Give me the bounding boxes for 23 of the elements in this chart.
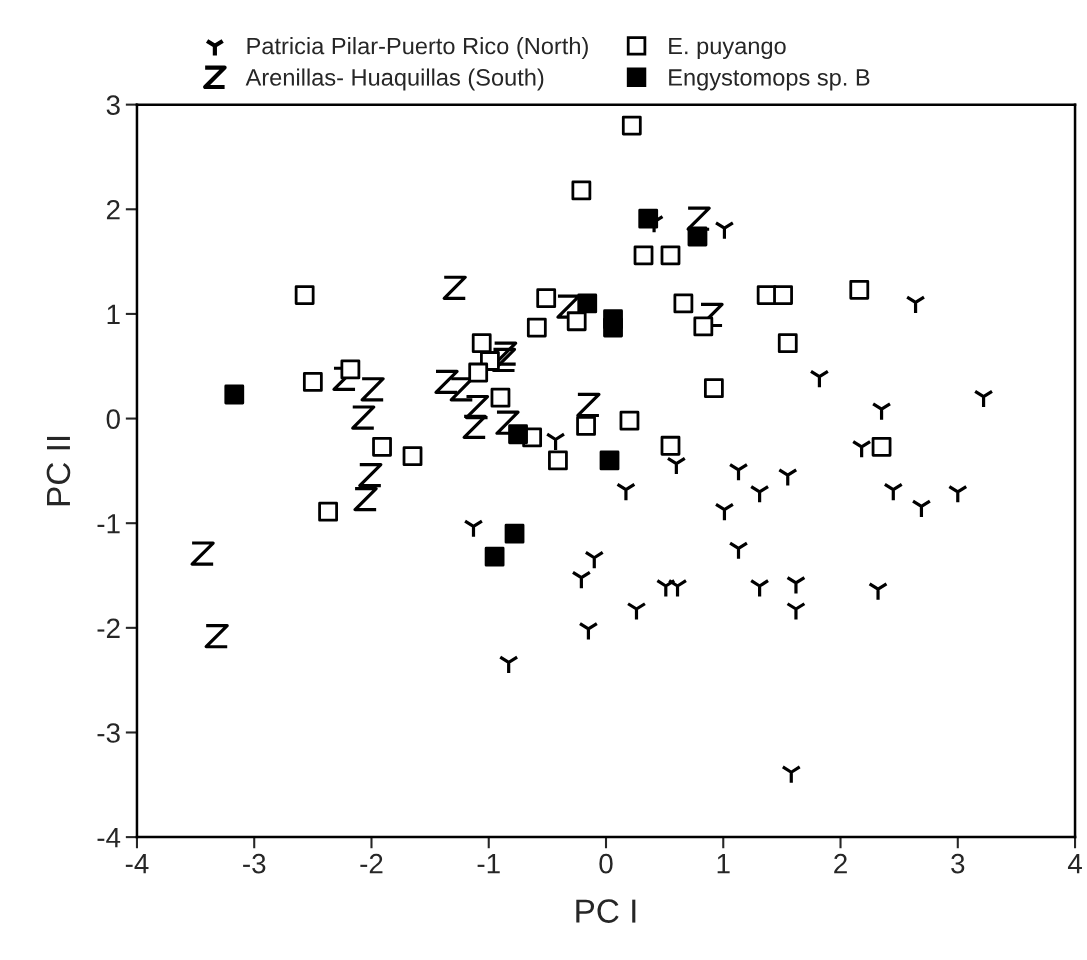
y-tick-label: 2: [106, 199, 120, 220]
y-tick-label: -4: [97, 828, 121, 848]
x-tick-label: -3: [243, 853, 266, 874]
y-tick-label: -3: [97, 723, 120, 743]
x-tick-label: -2: [360, 853, 383, 874]
y-tick-label: 3: [106, 95, 120, 115]
y-tick-label: -1: [97, 514, 120, 534]
x-axis-title: PC I: [576, 899, 636, 923]
x-tick-label: 1: [717, 854, 730, 874]
x-tick-label: 4: [1067, 854, 1082, 874]
x-tick-label: -1: [477, 854, 500, 874]
legend-label: Engystomops sp. B: [669, 69, 870, 91]
x-tick-label: 3: [951, 853, 965, 874]
legend-label: Arenillas- Huaquillas (South): [245, 68, 544, 91]
x-tick-label: 0: [599, 853, 613, 874]
y-tick-label: -2: [97, 618, 120, 638]
legend-label: Patricia Pilar-Puerto Rico (North): [247, 37, 588, 60]
y-tick-label: 0: [106, 409, 120, 429]
y-tick-label: 1: [107, 304, 120, 324]
legend-label: E. puyango: [669, 37, 786, 60]
y-axis-title: PC II: [46, 436, 71, 506]
x-tick-label: 2: [834, 853, 847, 874]
x-tick-label: -4: [125, 854, 149, 874]
